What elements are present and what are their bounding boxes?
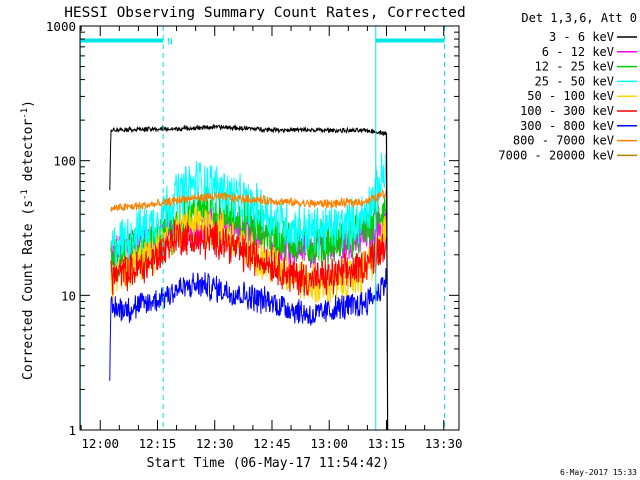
y-tick-label: 1000 — [46, 19, 76, 34]
series-line-100-300-kev — [110, 219, 387, 296]
x-tick-label: 12:15 — [139, 436, 177, 451]
series-drop-3-6-kev — [385, 133, 389, 431]
x-tick-label: 12:45 — [253, 436, 291, 451]
x-axis-label: Start Time (06-May-17 11:54:42) — [147, 456, 390, 471]
y-axis-label: Corrected Count Rate (s-1 detector-1) — [20, 100, 36, 380]
y-axis-label-main: Corrected Count Rate (s — [21, 200, 36, 380]
legend-label-7000-20000-kev: 7000 - 20000 keV — [498, 148, 614, 162]
y-axis-label-sup1: -1 — [20, 189, 30, 200]
plot-area: N — [79, 26, 445, 431]
series-line-25-50-kev — [110, 152, 387, 269]
series-line-300-800-kev — [109, 268, 387, 381]
x-tick-label: 13:30 — [425, 436, 463, 451]
timestamp: 6-May-2017 15:33 — [560, 468, 637, 477]
y-tick-label: 100 — [53, 154, 76, 169]
axes: 1 10 100 1000 12:00 12:15 12:30 12:45 13:00 13:15… — [46, 19, 463, 451]
legend-label-3-6-kev: 3 - 6 keV — [549, 30, 614, 44]
legend-label-12-25-kev: 12 - 25 keV — [535, 60, 614, 74]
legend-label-25-50-kev: 25 - 50 keV — [535, 74, 614, 88]
y-tick-label: 10 — [61, 288, 76, 303]
chart-title: HESSI Observing Summary Count Rates, Cor… — [64, 5, 466, 21]
y-tick-label: 1 — [68, 423, 76, 438]
x-tick-label: 13:00 — [310, 436, 348, 451]
legend-label-300-800-kev: 300 - 800 keV — [520, 119, 614, 133]
legend-label-50-100-kev: 50 - 100 keV — [527, 89, 614, 103]
y-axis-label-end: ) — [21, 100, 36, 108]
y-axis-label-mid: detector — [21, 119, 36, 190]
x-tick-label: 13:15 — [368, 436, 406, 451]
series-line-800-7000-kev — [110, 188, 387, 212]
plot-frame — [79, 25, 460, 431]
legend-header: Det 1,3,6, Att 0 — [521, 11, 637, 25]
series-line-3-6-kev — [109, 123, 388, 352]
x-tick-label: 12:00 — [81, 436, 119, 451]
y-axis-label-sup2: -1 — [20, 108, 30, 119]
x-tick-label: 12:30 — [196, 436, 234, 451]
legend-label-800-7000-kev: 800 - 7000 keV — [513, 134, 614, 148]
night-label: N — [167, 38, 172, 48]
legend-label-6-12-kev: 6 - 12 keV — [542, 45, 614, 59]
legend-label-100-300-kev: 100 - 300 keV — [520, 104, 614, 118]
